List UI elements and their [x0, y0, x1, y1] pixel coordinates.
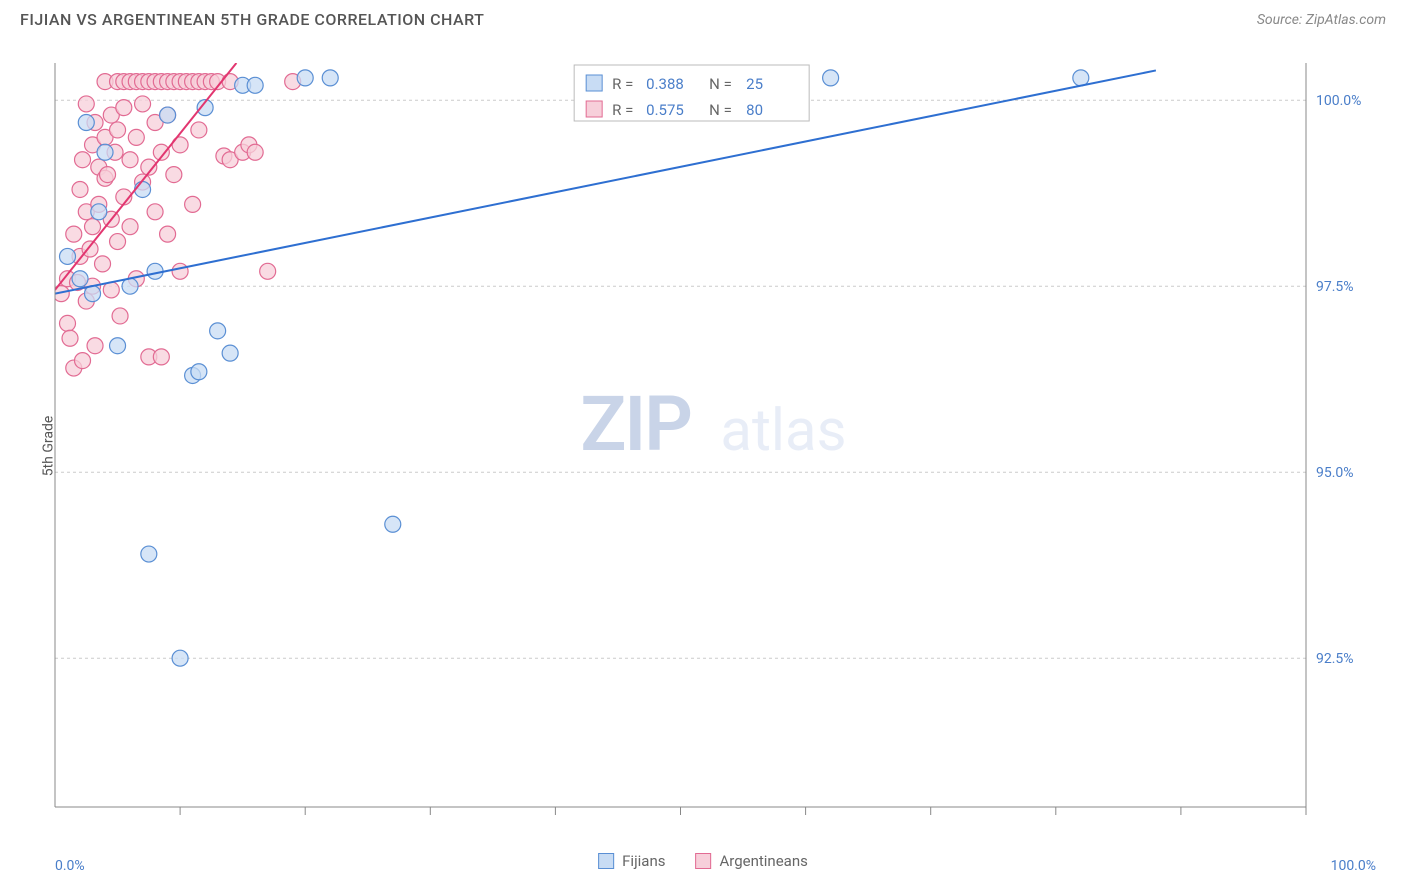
svg-text:97.5%: 97.5%: [1316, 279, 1354, 295]
svg-text:atlas: atlas: [720, 397, 846, 465]
bottom-legend: Fijians Argentineans: [598, 852, 808, 870]
svg-text:92.5%: 92.5%: [1316, 651, 1354, 667]
svg-text:ZIP: ZIP: [580, 379, 691, 469]
legend-label-fijians: Fijians: [622, 852, 665, 870]
svg-text:N =: N =: [709, 75, 732, 93]
x-axis-min-label: 0.0%: [55, 858, 85, 874]
svg-text:0.575: 0.575: [646, 101, 684, 119]
svg-text:100.0%: 100.0%: [1316, 93, 1361, 109]
x-axis-max-label: 100.0%: [1331, 858, 1376, 874]
svg-text:80: 80: [746, 101, 763, 119]
legend-label-argentineans: Argentineans: [719, 852, 807, 870]
svg-text:R =: R =: [612, 75, 633, 93]
legend-item-fijians: Fijians: [598, 852, 665, 870]
svg-text:N =: N =: [709, 101, 732, 119]
legend-item-argentineans: Argentineans: [695, 852, 807, 870]
scatter-chart-svg: 92.5% 95.0% 97.5% 100.0% ZIP atlas R = 0.388 N =…: [45, 55, 1386, 837]
svg-text:95.0%: 95.0%: [1316, 465, 1354, 481]
svg-text:25: 25: [746, 75, 763, 93]
legend-swatch-argentineans: [695, 853, 711, 869]
legend-swatch-fijians: [598, 853, 614, 869]
chart-source: Source: ZipAtlas.com: [1257, 12, 1386, 28]
chart-header: FIJIAN VS ARGENTINEAN 5TH GRADE CORRELAT…: [0, 0, 1406, 34]
chart-title: FIJIAN VS ARGENTINEAN 5TH GRADE CORRELAT…: [20, 10, 484, 29]
svg-text:0.388: 0.388: [646, 75, 684, 93]
chart-area: 92.5% 95.0% 97.5% 100.0% ZIP atlas R = 0.388 N =…: [45, 55, 1386, 837]
svg-text:R =: R =: [612, 101, 633, 119]
